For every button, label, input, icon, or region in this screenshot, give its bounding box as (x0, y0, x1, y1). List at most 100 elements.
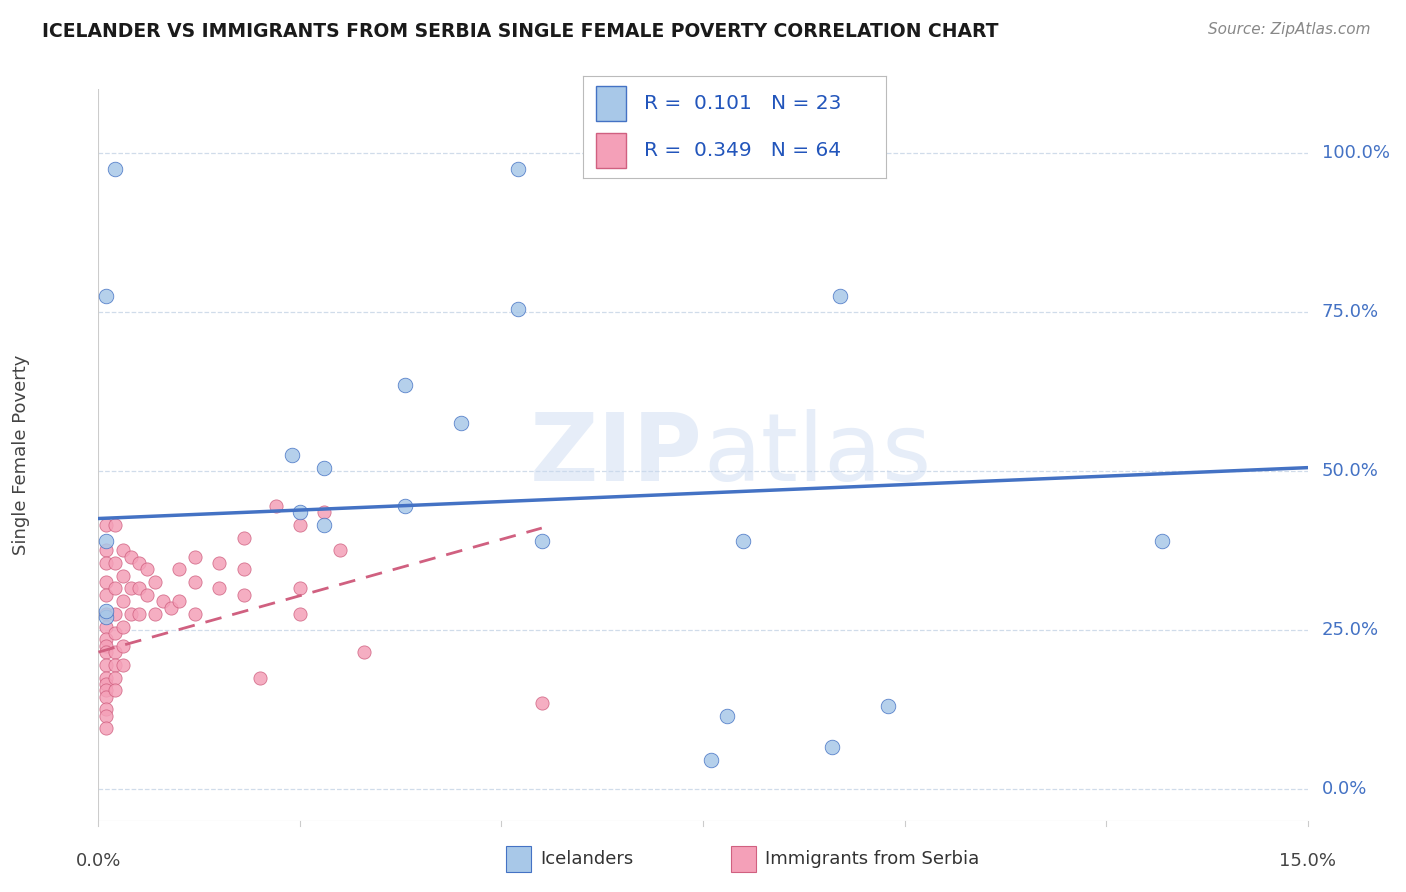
Point (111, 568, 134, 582)
Text: R =  0.349   N = 64: R = 0.349 N = 64 (644, 141, 841, 161)
Point (96, 690, 118, 704)
Point (96, 708, 118, 723)
Point (96, 517, 118, 532)
Point (208, 582, 231, 596)
Point (111, 594, 134, 608)
Point (160, 600, 183, 615)
Point (111, 639, 134, 653)
Point (208, 556, 231, 570)
Point (184, 549, 207, 564)
Point (103, 626, 125, 640)
Point (120, 582, 142, 596)
Point (96, 610, 118, 624)
Point (96, 645, 118, 659)
Point (103, 657, 125, 672)
Point (103, 556, 125, 570)
Point (264, 499, 287, 513)
Point (329, 543, 352, 558)
Point (96, 533, 118, 548)
Point (394, 378, 416, 392)
Point (232, 588, 254, 602)
Point (128, 556, 150, 570)
Text: 75.0%: 75.0% (1322, 302, 1379, 321)
Point (167, 594, 190, 608)
Point (1152, 533, 1174, 548)
Point (120, 607, 142, 621)
Text: Single Female Poverty: Single Female Poverty (13, 355, 30, 555)
Text: atlas: atlas (703, 409, 931, 501)
Point (232, 531, 254, 545)
Point (96, 575, 118, 590)
Text: 25.0%: 25.0% (1322, 621, 1379, 639)
Point (128, 582, 150, 596)
Point (111, 657, 134, 672)
Point (506, 161, 529, 176)
Point (96, 677, 118, 691)
Point (103, 645, 125, 659)
Point (96, 620, 118, 634)
Bar (596, 133, 626, 168)
Point (394, 499, 416, 513)
Point (314, 505, 336, 519)
Point (288, 582, 311, 596)
Point (96, 702, 118, 716)
Text: Icelanders: Icelanders (540, 850, 633, 868)
Point (530, 533, 553, 548)
Text: R =  0.101   N = 23: R = 0.101 N = 23 (644, 94, 841, 113)
Point (733, 533, 755, 548)
Text: 15.0%: 15.0% (1279, 852, 1336, 870)
Point (96, 632, 118, 647)
Point (143, 575, 166, 590)
Point (288, 607, 311, 621)
Point (828, 289, 851, 303)
Point (167, 562, 190, 576)
Point (700, 753, 723, 767)
Point (143, 607, 166, 621)
Point (96, 588, 118, 602)
Point (111, 620, 134, 634)
Point (450, 416, 472, 430)
Point (128, 607, 150, 621)
Point (96, 604, 118, 618)
Text: ZIP: ZIP (530, 409, 703, 501)
Text: 50.0%: 50.0% (1322, 462, 1378, 480)
Text: ICELANDER VS IMMIGRANTS FROM SERBIA SINGLE FEMALE POVERTY CORRELATION CHART: ICELANDER VS IMMIGRANTS FROM SERBIA SING… (42, 22, 998, 41)
Point (288, 505, 311, 519)
Point (96, 657, 118, 672)
Text: 100.0%: 100.0% (1322, 144, 1389, 161)
Point (716, 161, 738, 176)
Point (96, 639, 118, 653)
Point (103, 582, 125, 596)
Point (249, 671, 271, 685)
Text: Source: ZipAtlas.com: Source: ZipAtlas.com (1208, 22, 1371, 37)
Point (716, 708, 738, 723)
Point (96, 671, 118, 685)
Point (135, 588, 157, 602)
Point (96, 556, 118, 570)
Point (103, 683, 125, 698)
Point (111, 543, 134, 558)
Point (96, 607, 118, 621)
Point (281, 448, 304, 462)
Point (184, 575, 207, 590)
Point (103, 161, 125, 176)
Point (152, 594, 174, 608)
Point (506, 301, 529, 316)
Point (288, 517, 311, 532)
Text: 0.0%: 0.0% (76, 852, 121, 870)
Point (232, 562, 254, 576)
Point (877, 699, 900, 714)
Point (103, 517, 125, 532)
Point (120, 549, 142, 564)
Point (103, 607, 125, 621)
Text: 0.0%: 0.0% (1322, 780, 1367, 797)
Point (314, 460, 336, 475)
Point (96, 289, 118, 303)
Point (353, 645, 375, 659)
Point (135, 562, 157, 576)
Point (103, 671, 125, 685)
Bar (596, 87, 626, 121)
Text: Immigrants from Serbia: Immigrants from Serbia (765, 850, 979, 868)
Point (314, 517, 336, 532)
Point (96, 722, 118, 736)
